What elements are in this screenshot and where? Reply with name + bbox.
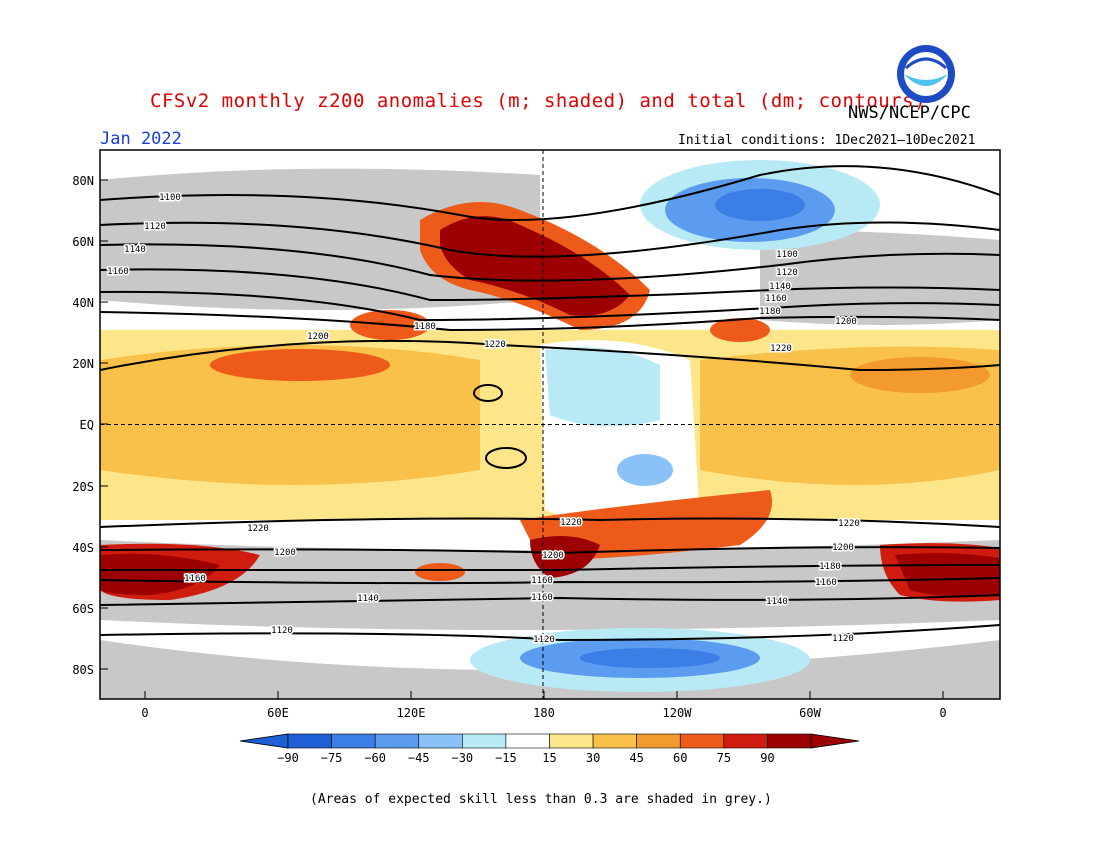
lon-label: 0 — [141, 706, 148, 720]
contour-label: 1100 — [776, 250, 798, 260]
lat-label: EQ — [80, 418, 94, 432]
contour-label: 1200 — [835, 317, 857, 327]
contour-label: 1140 — [769, 282, 791, 292]
colorbar-cell — [331, 733, 376, 749]
contour-label: 1220 — [560, 518, 582, 528]
initial-conditions-label: Initial conditions: 1Dec2021—10Dec2021 — [678, 133, 976, 148]
contour-label: 1160 — [531, 593, 553, 603]
colorbar-tick-label: 30 — [586, 751, 600, 765]
colorbar-tick-label: −45 — [408, 751, 430, 765]
contour-label: 1160 — [815, 578, 837, 588]
contour-label: 1140 — [766, 597, 788, 607]
lat-label: 40S — [72, 541, 94, 555]
contour-label: 1180 — [819, 562, 841, 572]
contour-label: 1220 — [838, 519, 860, 529]
lon-label: 60W — [799, 706, 821, 720]
colorbar-tick-label: −30 — [451, 751, 473, 765]
latitude-axis: 80N 60N 40N 20N EQ 20S 40S 60S 80S — [72, 174, 108, 677]
colorbar-tick-label: −15 — [495, 751, 517, 765]
contour-label: 1140 — [357, 594, 379, 604]
colorbar-cell — [287, 733, 332, 749]
colorbar-tick-label: −60 — [364, 751, 386, 765]
lat-label: 20S — [72, 480, 94, 494]
chart-title: CFSv2 monthly z200 anomalies (m; shaded)… — [150, 90, 927, 112]
colorbar-tick-label: 90 — [760, 751, 774, 765]
colorbar-cell — [592, 733, 637, 749]
contour-label: 1140 — [124, 245, 146, 255]
lat-label: 20N — [72, 357, 94, 371]
lat-label: 60S — [72, 602, 94, 616]
contour-label: 1100 — [159, 193, 181, 203]
lat-label: 80N — [72, 174, 94, 188]
contour-label: 1220 — [247, 524, 269, 534]
colorbar-cell — [679, 733, 725, 749]
lat-label: 60N — [72, 235, 94, 249]
colorbar-tick-label: −75 — [321, 751, 343, 765]
colorbar: −90 −75 −60 −45 −30 −15 15 30 45 60 75 90 — [239, 733, 860, 765]
lon-label: 180 — [533, 706, 555, 720]
lon-label: 60E — [267, 706, 289, 720]
colorbar-tick-label: 75 — [717, 751, 731, 765]
contour-label: 1200 — [542, 551, 564, 561]
source-label: NWS/NCEP/CPC — [848, 103, 971, 123]
lat-label: 80S — [72, 663, 94, 677]
colorbar-cell — [636, 733, 681, 749]
contour-label: 1120 — [776, 268, 798, 278]
colorbar-cell — [418, 733, 463, 749]
lat-label: 40N — [72, 296, 94, 310]
longitude-axis: 0 60E 120E 180 120W 60W 0 — [141, 691, 947, 720]
contour-label: 1200 — [274, 548, 296, 558]
colorbar-tick-label: −90 — [277, 751, 299, 765]
contour-label: 1180 — [414, 322, 436, 332]
contour-label: 1160 — [107, 267, 129, 277]
valid-month-label: Jan 2022 — [100, 129, 182, 149]
contour-label: 1160 — [765, 294, 787, 304]
colorbar-cell — [549, 733, 594, 749]
lon-label: 120E — [397, 706, 426, 720]
contour-label: 1200 — [307, 332, 329, 342]
lon-label: 0 — [939, 706, 946, 720]
contour-label: 1200 — [832, 543, 854, 553]
noaa-logo-icon — [897, 45, 955, 103]
height-contours — [100, 165, 1000, 642]
colorbar-tick-label: 15 — [542, 751, 556, 765]
contour-label: 1160 — [184, 574, 206, 584]
colorbar-cell — [505, 733, 550, 749]
colorbar-tick-label: 60 — [673, 751, 687, 765]
colorbar-tick-label: 45 — [629, 751, 643, 765]
skill-footnote: (Areas of expected skill less than 0.3 a… — [310, 792, 772, 807]
contour-label: 1120 — [144, 222, 166, 232]
contour-label: 1180 — [759, 307, 781, 317]
contour-label: 1220 — [770, 344, 792, 354]
contour-label: 1220 — [484, 340, 506, 350]
contour-label: 1120 — [832, 634, 854, 644]
colorbar-cell — [374, 733, 420, 749]
colorbar-cell — [767, 733, 812, 749]
colorbar-low-arrow — [239, 733, 289, 749]
contour-label: 1160 — [531, 576, 553, 586]
contour-label-group: 1100 1120 1140 1160 1180 1200 1220 1220 … — [106, 192, 862, 647]
contour-label: 1120 — [533, 635, 555, 645]
colorbar-cell — [723, 733, 768, 749]
colorbar-high-arrow — [810, 733, 860, 749]
colorbar-cell — [462, 733, 507, 749]
contour-label: 1120 — [271, 626, 293, 636]
lon-label: 120W — [663, 706, 693, 720]
